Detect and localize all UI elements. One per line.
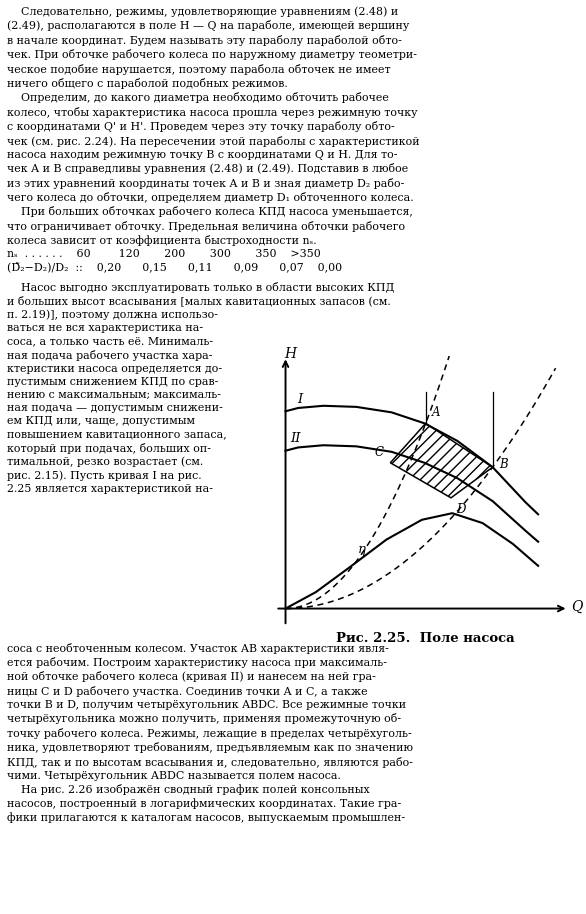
Text: Следовательно, режимы, удовлетворяющие уравнениям (2.48) и
(2.49), располагаются: Следовательно, режимы, удовлетворяющие у… — [7, 6, 420, 246]
Text: nₛ  . . . . . .    60        120       200       300       350    >350: nₛ . . . . . . 60 120 200 300 350 >350 — [7, 249, 321, 259]
Polygon shape — [390, 423, 493, 498]
Text: I: I — [297, 393, 302, 406]
Text: C: C — [375, 447, 384, 460]
Text: (D̃₂−D₂)/D₂  ::    0,20      0,15      0,11      0,09      0,07    0,00: (D̃₂−D₂)/D₂ :: 0,20 0,15 0,11 0,09 0,07 … — [7, 262, 342, 273]
Text: Рис. 2.25.  Поле насоса: Рис. 2.25. Поле насоса — [336, 632, 514, 645]
Text: Q: Q — [571, 600, 582, 613]
Text: H: H — [285, 346, 297, 361]
Text: Насос выгодно эксплуатировать только в области высоких КПД
и больших высот всасы: Насос выгодно эксплуатировать только в о… — [7, 282, 394, 494]
Text: II: II — [291, 432, 301, 445]
Text: D: D — [456, 504, 465, 516]
Text: η: η — [357, 543, 365, 556]
Text: A: A — [432, 406, 441, 419]
Text: B: B — [499, 459, 507, 472]
Text: соса с необточенным колесом. Участок AB характеристики явля-
ется рабочим. Постр: соса с необточенным колесом. Участок AB … — [7, 643, 413, 824]
